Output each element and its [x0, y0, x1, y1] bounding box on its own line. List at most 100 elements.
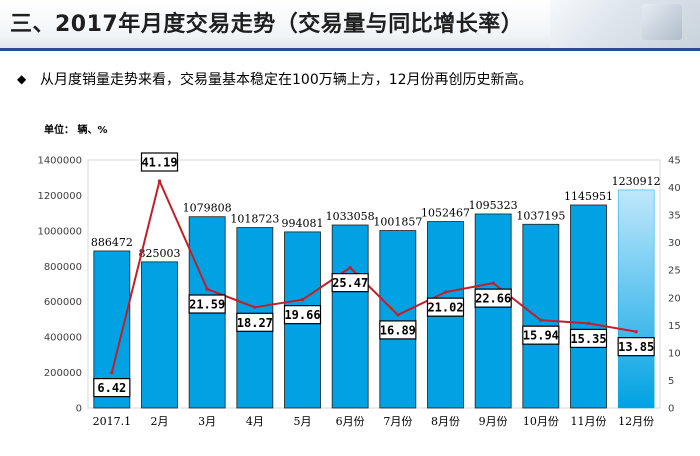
bar-value-label: 1095323	[469, 199, 518, 212]
category-labels: 2017.1 2月 3月 4月 5月 6月份 7月份 8月份 9月份 10月份 11月份 12月份	[93, 415, 655, 428]
unit-label: 单位： 辆、%	[44, 125, 108, 136]
category-label: 12月份	[618, 415, 654, 428]
bar-value-label: 1001857	[373, 216, 422, 229]
bar-value-label: 1018723	[230, 213, 279, 226]
growth-rate-label-box	[474, 288, 512, 308]
bar	[570, 204, 607, 409]
category-label: 10月份	[523, 415, 559, 428]
growth-rate-point	[539, 318, 543, 322]
right-axis-tick-label: 5	[668, 376, 674, 387]
growth-rate-point	[348, 266, 352, 270]
left-axis-tick-label: 1400000	[37, 156, 82, 167]
left-axis-tick-label: 600000	[44, 297, 82, 308]
right-axis-tick-label: 20	[668, 293, 681, 304]
growth-rate-label: 22.66	[475, 292, 511, 306]
category-label: 2月	[151, 415, 169, 428]
summary-text: 从月度销量走势来看，交易量基本稳定在100万辆上方，12月份再创历史新高。	[40, 72, 533, 88]
category-label: 5月	[294, 415, 312, 428]
bar-value-label: 1037195	[516, 209, 565, 222]
growth-rate-point	[157, 179, 162, 183]
right-axis-tick-label: 0	[668, 404, 674, 415]
growth-rate-line	[110, 179, 638, 375]
category-label: 2017.1	[93, 415, 132, 428]
growth-rate-label-box	[617, 337, 655, 357]
bar-value-label: 1033058	[326, 210, 375, 223]
header-cube-graphic	[642, 4, 682, 40]
bar-value-label: 1052467	[421, 207, 470, 220]
bar	[617, 189, 655, 409]
growth-rate-label-box	[188, 294, 226, 314]
category-label: 9月份	[479, 415, 508, 428]
right-axis-tick-label: 25	[668, 266, 681, 277]
bar	[141, 261, 178, 409]
plot-area	[87, 159, 661, 409]
left-axis-tick-label: 1200000	[37, 191, 82, 202]
right-axis-tick-label: 45	[668, 156, 681, 167]
bar	[474, 213, 512, 409]
category-label: 8月份	[431, 415, 460, 428]
category-label: 11月份	[571, 415, 607, 428]
category-label: 7月份	[383, 415, 412, 428]
growth-rate-point	[253, 305, 257, 309]
page-title: 三、2017年月度交易走势（交易量与同比增长率）	[10, 12, 524, 37]
growth-rate-label: 21.59	[189, 298, 225, 312]
growth-rate-polyline	[110, 179, 637, 373]
growth-rate-label: 6.42	[97, 381, 126, 395]
bar-value-label: 1230912	[612, 175, 661, 188]
bar-value-label: 1145951	[564, 190, 613, 203]
growth-rate-label: 16.89	[380, 323, 416, 337]
right-axis-tick-label: 30	[668, 238, 681, 249]
right-axis-tick-label: 15	[668, 321, 681, 332]
category-label: 3月	[198, 415, 216, 428]
left-axis-tick-label: 1000000	[37, 226, 82, 237]
left-axis-tick-label: 400000	[44, 333, 82, 344]
category-label: 6月份	[336, 415, 365, 428]
bar-value-label: 1079808	[183, 202, 232, 215]
growth-rate-point	[443, 290, 448, 294]
left-axis-ticks: 0 200000 400000 600000 800000 1000000 1200000 1…	[37, 156, 82, 415]
growth-rate-label-box	[379, 320, 417, 340]
right-axis-ticks: 0 5 10 15 20 25 30 35 40 45	[668, 156, 681, 415]
growth-rate-point	[110, 371, 114, 375]
growth-rate-label-box	[426, 297, 465, 317]
left-axis-tick-label: 800000	[44, 262, 82, 273]
growth-rate-label: 41.19	[141, 155, 177, 169]
growth-rate-label-box	[140, 152, 179, 172]
bar	[522, 223, 560, 409]
growth-rate-labels: 6.42 41.19 21.59 18.27 19.66 25.47 16.89 21.02 2…	[93, 152, 655, 398]
growth-rate-label: 19.66	[284, 308, 320, 322]
growth-rate-label-box	[331, 273, 369, 293]
diamond-bullet-icon: ◆	[17, 72, 27, 86]
header-divider	[0, 48, 700, 51]
bar-value-label: 886472	[91, 236, 133, 249]
growth-rate-label: 15.94	[523, 329, 559, 343]
right-axis-tick-label: 35	[668, 211, 681, 222]
growth-rate-point	[396, 313, 400, 317]
growth-rate-label: 25.47	[332, 276, 368, 290]
right-axis-tick-label: 10	[668, 348, 681, 359]
growth-rate-label-box	[522, 325, 560, 345]
bar-value-label: 825003	[139, 247, 181, 260]
left-axis-tick-label: 200000	[44, 368, 82, 379]
growth-rate-label: 15.35	[570, 332, 606, 346]
growth-rate-label: 18.27	[237, 316, 273, 330]
growth-rate-label-box	[283, 305, 322, 325]
growth-rate-label-box	[569, 328, 608, 349]
bar	[331, 224, 369, 409]
bar-value-label: 994081	[282, 217, 324, 230]
header-banner: 三、2017年月度交易走势（交易量与同比增长率）	[0, 0, 700, 48]
growth-rate-point	[634, 330, 638, 334]
growth-rate-point	[300, 298, 305, 302]
growth-rate-point	[586, 321, 591, 326]
growth-rate-label-box	[93, 378, 131, 398]
category-label: 4月	[246, 415, 264, 428]
left-axis-tick-label: 0	[76, 404, 82, 415]
growth-rate-point	[491, 281, 495, 285]
bar	[379, 230, 417, 409]
growth-rate-label-box	[236, 312, 274, 332]
growth-rate-label: 13.85	[618, 340, 654, 354]
growth-rate-label: 21.02	[427, 301, 463, 315]
right-axis-tick-label: 40	[668, 183, 681, 194]
